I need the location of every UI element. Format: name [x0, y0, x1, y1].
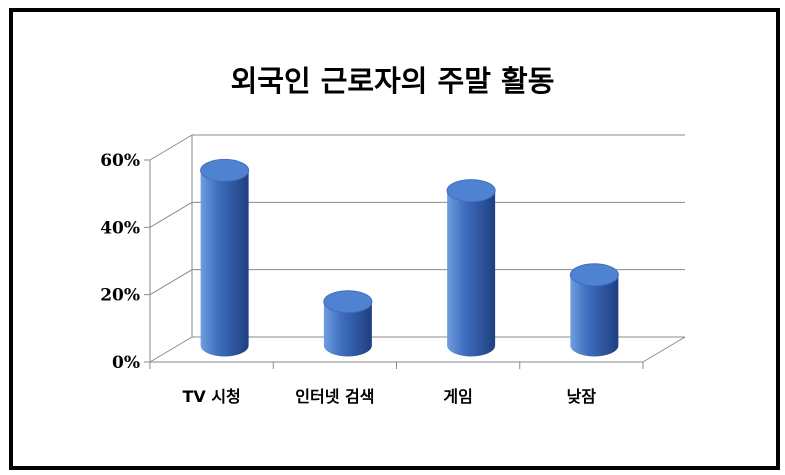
- gridline-depth: [149, 336, 193, 363]
- bar-top: [569, 263, 619, 287]
- bar-body: [447, 190, 496, 357]
- bar-body: [570, 274, 619, 357]
- x-tick-label: TV 시청: [182, 387, 240, 406]
- y-tick-label: 60%: [100, 151, 140, 171]
- chart-title: 외국인 근로자의 주말 활동: [230, 64, 555, 98]
- bar-top: [200, 158, 250, 182]
- bar: [446, 179, 496, 357]
- x-tick-label: 낮잠: [567, 387, 597, 406]
- floor-right-edge: [642, 336, 686, 363]
- bar: [569, 263, 619, 357]
- x-tick-label: 게임: [443, 387, 472, 406]
- gridline-depth: [149, 269, 193, 296]
- bar-top: [446, 179, 496, 203]
- x-tick-label: 인터넷 검색: [295, 387, 374, 406]
- gridline-depth: [149, 201, 193, 228]
- bar-body: [323, 301, 372, 357]
- labels-layer: 0% 20% 40% 60% TV 시청 인터넷 검색 게임 낮잠: [100, 151, 596, 406]
- bar-body: [200, 170, 249, 357]
- bars-layer: [200, 158, 619, 357]
- gridline-depth: [149, 134, 193, 161]
- y-tick-label: 20%: [100, 286, 140, 306]
- y-tick-label: 40%: [100, 218, 140, 238]
- bar: [323, 290, 373, 357]
- bar: [200, 158, 250, 357]
- chart-frame: [9, 8, 780, 470]
- y-tick-label: 0%: [112, 353, 140, 373]
- bar-top: [323, 290, 373, 314]
